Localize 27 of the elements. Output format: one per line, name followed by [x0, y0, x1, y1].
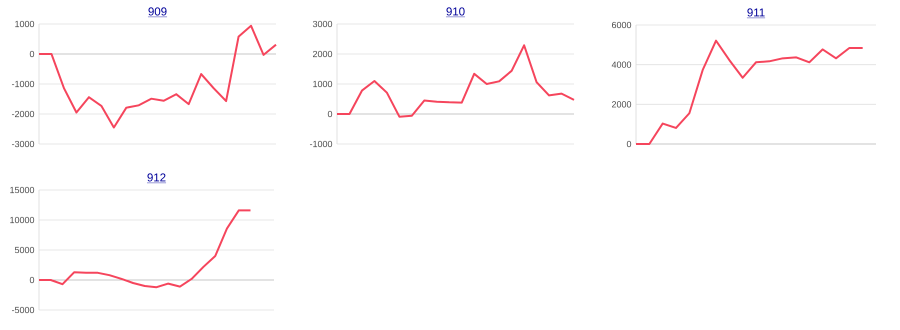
- y-tick-label: 1000: [313, 80, 332, 88]
- chart-title: 912: [147, 173, 166, 182]
- y-tick-label: -3000: [12, 140, 34, 148]
- line-series: [38, 24, 278, 128]
- y-tick-label: 0: [328, 110, 332, 118]
- y-tick-label: 2000: [612, 101, 632, 108]
- line-series: [38, 209, 252, 288]
- y-tick-label: 0: [626, 140, 632, 148]
- y-tick-label: 6000: [612, 22, 632, 28]
- line-series: [336, 44, 576, 118]
- chart-title: 910: [446, 7, 465, 16]
- y-tick-label: 5000: [14, 246, 34, 254]
- y-tick-label: 0: [30, 276, 34, 284]
- y-tick-label: -1000: [12, 80, 34, 88]
- chart-title: 909: [148, 7, 167, 16]
- y-tick-label: 4000: [612, 61, 632, 68]
- y-tick-label: 15000: [10, 186, 34, 194]
- y-tick-label: 1000: [15, 20, 34, 28]
- y-tick-label: 10000: [10, 216, 34, 224]
- chart-title: 911: [747, 8, 765, 17]
- y-tick-label: -5000: [12, 306, 34, 314]
- y-tick-label: -1000: [310, 140, 332, 148]
- line-series: [635, 40, 864, 145]
- y-tick-label: 0: [30, 50, 34, 58]
- y-tick-label: 3000: [312, 20, 332, 28]
- y-tick-label: -2000: [12, 110, 34, 118]
- y-tick-label: 2000: [312, 50, 332, 58]
